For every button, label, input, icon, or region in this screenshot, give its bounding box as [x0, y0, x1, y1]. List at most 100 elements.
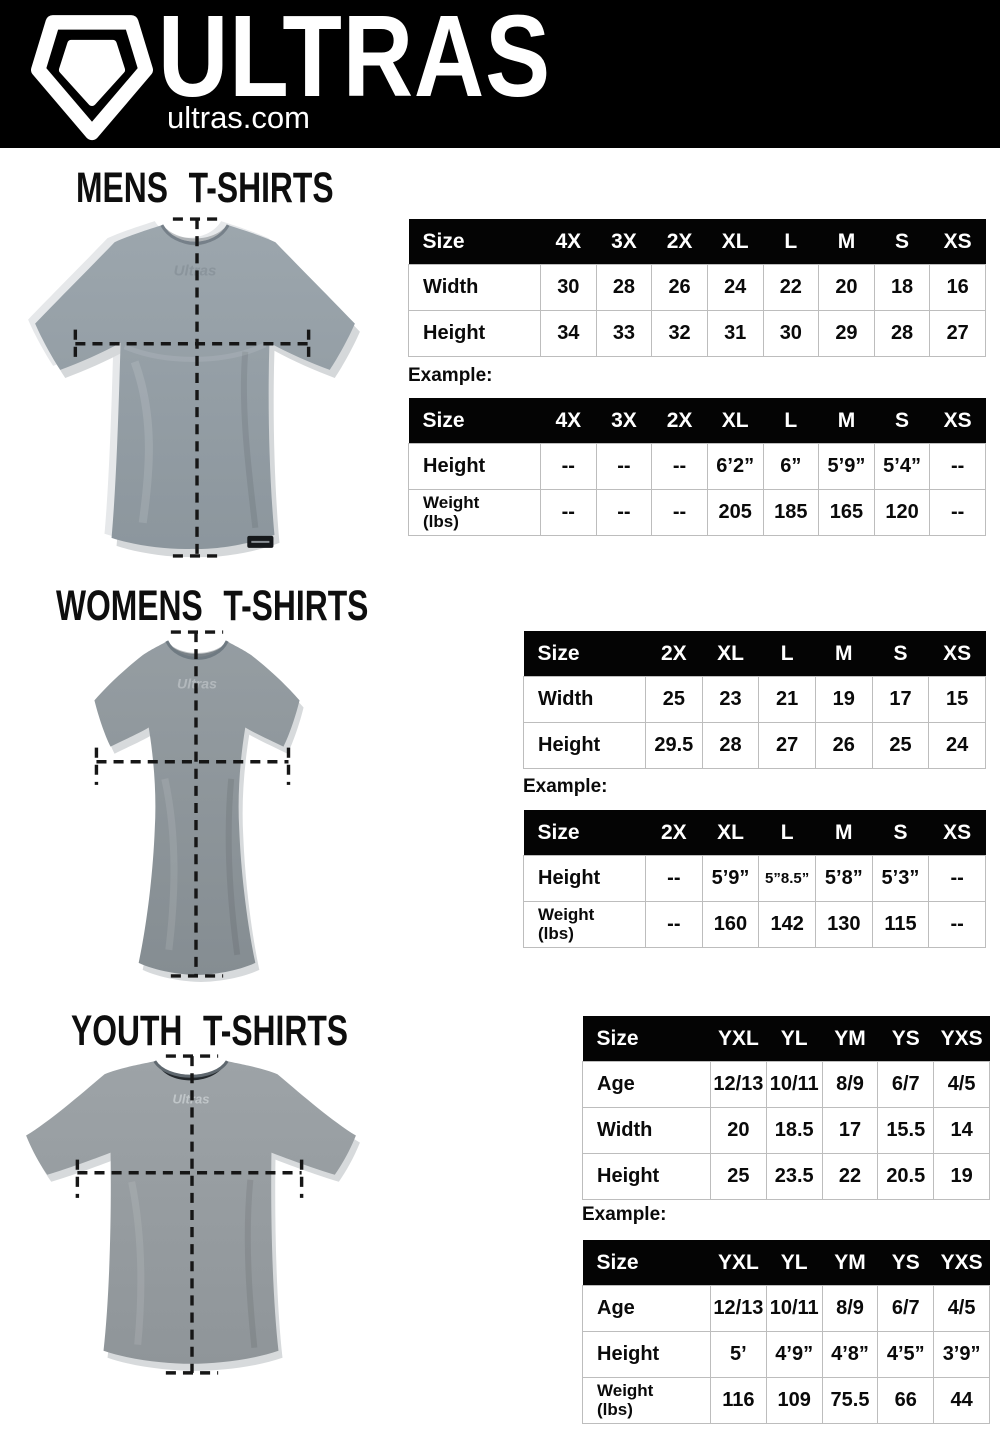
table-row: Height 5’ 4’9” 4’8” 4’5” 3’9” [582, 1331, 990, 1378]
value-cell: 29.5 [645, 722, 703, 769]
value-cell: 5’ [710, 1331, 767, 1378]
size-column-header: YL [766, 1240, 823, 1286]
brand-wordmark: ULTRAS [158, 0, 551, 121]
value-cell: 20.5 [877, 1153, 935, 1200]
value-cell: -- [929, 489, 986, 536]
value-cell: 26 [814, 722, 873, 769]
value-cell: 17 [821, 1107, 879, 1154]
size-column-header: 2X [645, 631, 703, 677]
value-cell: 4’5” [877, 1331, 935, 1378]
table-row: Width 25 23 21 19 17 15 [523, 676, 986, 723]
size-column-header: M [818, 219, 875, 265]
value-cell: 22 [821, 1153, 879, 1200]
value-cell: 25 [710, 1153, 767, 1200]
table-row: Age 12/13 10/11 8/9 6/7 4/5 [582, 1285, 990, 1332]
value-cell: 28 [873, 310, 931, 357]
value-cell: 19 [814, 676, 873, 723]
value-cell: -- [540, 489, 597, 536]
collar [154, 1061, 228, 1081]
value-cell: -- [928, 901, 986, 948]
value-cell: 5’9” [701, 855, 760, 902]
value-cell: -- [645, 855, 703, 902]
value-cell: 24 [706, 264, 764, 311]
size-column-header: S [872, 631, 929, 677]
width-measure-line [75, 1159, 304, 1198]
value-cell: -- [595, 443, 653, 490]
value-cell: 21 [758, 676, 816, 723]
size-column-header: YS [877, 1016, 934, 1062]
value-cell: 28 [701, 722, 760, 769]
size-column-header: XL [702, 810, 759, 856]
value-cell: 30 [540, 264, 597, 311]
value-cell: 6” [762, 443, 820, 490]
value-cell: 75.5 [821, 1377, 879, 1424]
table-corner-header: Size [582, 1016, 711, 1062]
size-column-header: 3X [596, 219, 652, 265]
width-measure-line [73, 329, 311, 364]
table-corner-header: Size [523, 810, 646, 856]
value-cell: 6’2” [706, 443, 764, 490]
size-column-header: 2X [651, 398, 708, 444]
value-cell: 116 [710, 1377, 767, 1424]
height-measure-line [165, 1054, 219, 1375]
table-row: Height 25 23.5 22 20.5 19 [582, 1153, 990, 1200]
row-label: Age [582, 1285, 711, 1332]
size-column-header: 2X [651, 219, 708, 265]
row-label: Width [408, 264, 541, 311]
header-bar: ULTRAS ultras.com [0, 0, 1000, 148]
value-cell: 160 [701, 901, 760, 948]
size-column-header: L [758, 631, 816, 677]
row-label: Height [408, 310, 541, 357]
value-cell: 5’3” [871, 855, 930, 902]
value-cell: 32 [651, 310, 708, 357]
size-column-header: L [763, 398, 819, 444]
size-column-header: YM [822, 1240, 878, 1286]
size-column-header: YXL [710, 1016, 767, 1062]
table-row: Height -- -- -- 6’2” 6” 5’9” 5’4” -- [408, 443, 986, 490]
size-column-header: XS [928, 810, 986, 856]
table-corner-header: Size [408, 219, 541, 265]
value-cell: -- [929, 443, 986, 490]
size-column-header: S [874, 219, 930, 265]
size-column-header: XL [702, 631, 759, 677]
pentagon-crest-icon [31, 15, 153, 141]
womens-tshirt-image: Ultras [94, 630, 304, 982]
size-chart-table: Size YXL YL YM YS YXS Age 12/13 10/11 8/9 6/7 4/5 He… [582, 1240, 990, 1424]
row-label: Height [523, 855, 646, 902]
width-measure-line [94, 747, 291, 785]
value-cell: 5’9” [818, 443, 875, 490]
value-cell: 25 [871, 722, 930, 769]
size-column-header: M [818, 398, 875, 444]
value-cell: 4’9” [765, 1331, 823, 1378]
value-cell: 165 [818, 489, 875, 536]
value-cell: 5’8” [814, 855, 873, 902]
value-cell: -- [540, 443, 597, 490]
row-label: Height [523, 722, 646, 769]
value-cell: 27 [758, 722, 816, 769]
row-label: Age [582, 1061, 711, 1108]
value-cell: 20 [818, 264, 875, 311]
value-cell: 33 [595, 310, 653, 357]
womens-section-title: WOMENS T-SHIRTS [56, 582, 369, 630]
mens-example-label: Example: [408, 365, 493, 386]
womens-example-table: Size 2X XL L M S XS Height -- 5’9” 5”8.5” 5’8” 5’3” -… [523, 810, 986, 948]
value-cell: -- [651, 489, 708, 536]
table-corner-header: Size [582, 1240, 711, 1286]
height-measure-line [172, 217, 222, 558]
website-url: ultras.com [167, 100, 310, 135]
size-column-header: 2X [645, 810, 703, 856]
table-row: Age 12/13 10/11 8/9 6/7 4/5 [582, 1061, 990, 1108]
row-label: Weight (lbs) [582, 1377, 711, 1424]
value-cell: 10/11 [765, 1061, 823, 1108]
value-cell: 44 [933, 1377, 990, 1424]
youth-example-label: Example: [582, 1204, 667, 1225]
size-chart-table: Size 4X 3X 2X XL L M S XS Height -- -- -- 6’2” 6” 5’9” 5… [408, 398, 986, 536]
value-cell: 20 [710, 1107, 767, 1154]
table-row: Height -- 5’9” 5”8.5” 5’8” 5’3” -- [523, 855, 986, 902]
size-column-header: S [874, 398, 930, 444]
value-cell: 30 [762, 310, 820, 357]
size-column-header: 4X [540, 219, 597, 265]
table-row: Weight (lbs) -- 160 142 130 115 -- [523, 901, 986, 948]
value-cell: 22 [762, 264, 820, 311]
table-corner-header: Size [408, 398, 541, 444]
